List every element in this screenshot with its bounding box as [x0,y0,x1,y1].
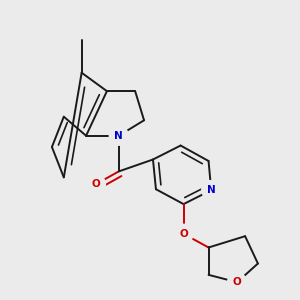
Circle shape [228,273,247,292]
Text: N: N [114,131,123,141]
Circle shape [109,126,128,145]
Circle shape [174,224,193,243]
Text: O: O [92,179,100,189]
Text: O: O [179,229,188,239]
Text: N: N [207,185,216,195]
Circle shape [202,181,221,200]
Circle shape [86,175,105,194]
Text: O: O [233,277,242,287]
